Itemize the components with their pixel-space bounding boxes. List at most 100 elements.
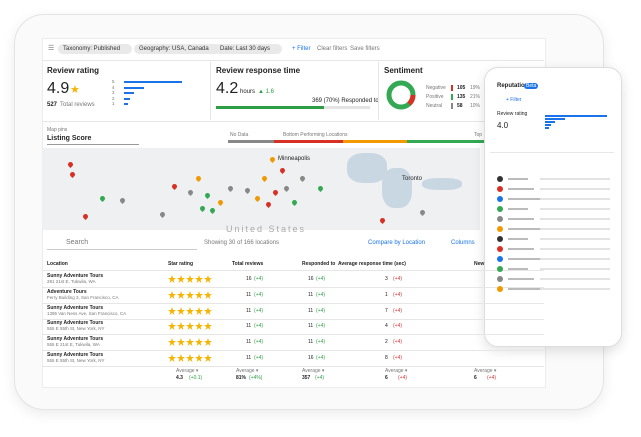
search-box[interactable]	[47, 236, 197, 250]
phone-score: 4.0	[497, 121, 509, 130]
cell-value: 11	[246, 355, 252, 361]
cell-delta: (+4)	[316, 323, 326, 330]
star	[195, 290, 203, 299]
divider	[42, 270, 544, 271]
phone-row	[508, 198, 540, 200]
cell-value: 11	[308, 307, 314, 314]
stars	[168, 275, 212, 283]
filter-chip[interactable]: Date: Last 30 days	[215, 44, 283, 54]
cell-value: 11	[246, 307, 252, 314]
legend-swatch	[451, 85, 453, 91]
histogram-label: 2	[112, 95, 115, 101]
search-placeholder[interactable]: Search	[66, 239, 89, 246]
cell-value: 11	[246, 323, 252, 330]
location-name: Sunny Adventure Tours	[47, 304, 104, 311]
lake	[422, 178, 462, 190]
filter-chip[interactable]: Geography: USA, Canada	[134, 44, 221, 54]
location-address: 555 E 21st E, Tukwila, WA	[47, 342, 100, 348]
divider	[42, 350, 544, 352]
response-unit: hours	[240, 89, 256, 95]
column-header: Star rating	[168, 261, 194, 267]
footer-label: Average ▾	[302, 368, 325, 374]
star	[168, 290, 176, 299]
phone-row	[508, 248, 534, 250]
save-filters[interactable]: Save filters	[350, 46, 380, 52]
star-icon: ★	[70, 84, 80, 96]
cell-delta: (+4)	[254, 323, 264, 330]
location-name: Sunny Adventure Tours	[47, 273, 104, 279]
location-name: Sunny Adventure Tours	[47, 320, 104, 327]
phone-row	[540, 218, 610, 220]
phone-row	[540, 228, 610, 230]
cell-delta: (+4)	[316, 339, 326, 346]
cell-value: 16	[246, 276, 252, 282]
columns-button[interactable]: Columns	[451, 240, 475, 246]
phone-bar	[545, 121, 555, 123]
legend-swatch	[451, 94, 453, 100]
location-name: Sunny Adventure Tours	[47, 336, 104, 343]
phone-avatar	[497, 276, 503, 282]
column-header: Responded to	[302, 261, 336, 267]
filter-icon[interactable]: ☰	[48, 45, 55, 52]
legend-swatch	[451, 103, 453, 109]
filter-chip[interactable]: Taxonomy: Published	[58, 44, 133, 54]
cell-delta: (+4)	[254, 339, 264, 346]
phone-row	[540, 288, 610, 290]
select-underline	[47, 144, 139, 145]
panel-title: Sentiment	[384, 66, 423, 75]
divider	[42, 287, 544, 288]
divider	[210, 62, 211, 120]
progress-fill	[216, 106, 324, 109]
panel-title: Review response time	[216, 66, 301, 75]
cell-delta: (+4)	[393, 339, 403, 346]
phone-filter[interactable]: + Filter	[506, 97, 522, 103]
star	[195, 354, 203, 362]
divider	[378, 62, 379, 120]
star	[195, 275, 203, 283]
phone-row	[540, 188, 610, 190]
legend-label: Positive	[426, 94, 444, 100]
cell-delta: (+4)	[393, 276, 403, 282]
star	[186, 290, 194, 299]
footer-value: 81%	[236, 375, 247, 381]
star	[168, 306, 176, 315]
phone-row	[540, 198, 610, 200]
star	[195, 338, 203, 347]
cell-delta: (+4)	[254, 307, 264, 314]
star	[204, 306, 212, 315]
phone-row	[508, 208, 528, 210]
phone-row	[540, 248, 610, 250]
stars	[168, 354, 212, 362]
phone-avatar	[497, 286, 503, 292]
star	[186, 338, 194, 347]
star	[177, 322, 185, 331]
cell-value: 16	[308, 276, 314, 282]
legend-label: No Data	[230, 132, 249, 138]
metric-select[interactable]: Listing Score	[47, 135, 92, 142]
star	[177, 354, 185, 362]
cell-delta: (+4)	[393, 307, 403, 314]
star	[168, 338, 176, 347]
add-filter[interactable]: + Filter	[292, 46, 311, 52]
clear-filters[interactable]: Clear filters	[317, 46, 348, 52]
star	[186, 354, 194, 362]
cell-value: 11	[246, 339, 252, 346]
phone-row	[540, 238, 610, 240]
rating-score: 4.9	[47, 80, 70, 97]
phone-avatar	[497, 256, 503, 262]
legend-label: Bottom Performing Locations	[283, 132, 348, 138]
phone-bar	[545, 118, 565, 120]
column-header: Average response time (sec)	[338, 261, 406, 267]
cell-value: 16	[308, 355, 314, 361]
star	[195, 306, 203, 315]
map-place: United States	[226, 224, 307, 234]
column-header: Total reviews	[232, 261, 264, 267]
histogram-bar	[124, 92, 134, 94]
cell-delta: (+4)	[316, 355, 326, 361]
divider	[42, 318, 544, 320]
star	[195, 322, 203, 331]
compare-button[interactable]: Compare by Location	[368, 240, 426, 246]
cell-delta: (+4)	[254, 291, 264, 298]
star	[168, 322, 176, 331]
